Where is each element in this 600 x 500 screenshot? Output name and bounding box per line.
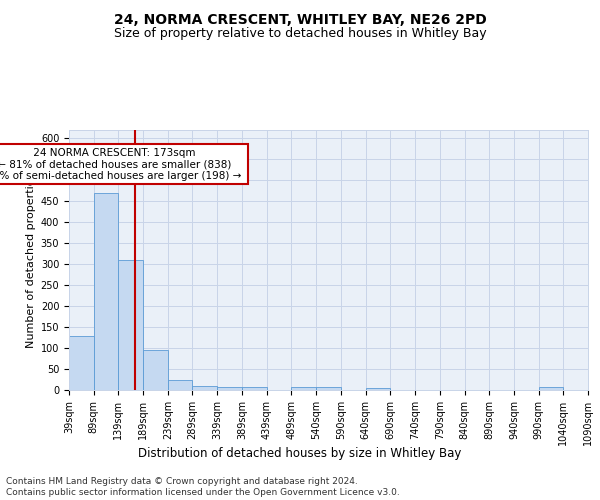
Text: Distribution of detached houses by size in Whitley Bay: Distribution of detached houses by size … bbox=[139, 448, 461, 460]
Text: 24 NORMA CRESCENT: 173sqm 
 ← 81% of detached houses are smaller (838) 
 19% of : 24 NORMA CRESCENT: 173sqm ← 81% of detac… bbox=[0, 148, 245, 181]
Text: Contains HM Land Registry data © Crown copyright and database right 2024.
Contai: Contains HM Land Registry data © Crown c… bbox=[6, 478, 400, 497]
Bar bbox=[69, 336, 94, 390]
Bar bbox=[366, 388, 391, 390]
Bar bbox=[242, 388, 266, 390]
Bar bbox=[217, 388, 242, 390]
Y-axis label: Number of detached properties: Number of detached properties bbox=[26, 172, 37, 348]
Bar bbox=[168, 380, 193, 390]
Bar bbox=[291, 387, 316, 390]
Bar bbox=[193, 386, 217, 390]
Text: 24, NORMA CRESCENT, WHITLEY BAY, NE26 2PD: 24, NORMA CRESCENT, WHITLEY BAY, NE26 2P… bbox=[113, 12, 487, 26]
Text: Size of property relative to detached houses in Whitley Bay: Size of property relative to detached ho… bbox=[113, 28, 487, 40]
Bar bbox=[539, 388, 563, 390]
Bar bbox=[143, 350, 168, 390]
Bar bbox=[94, 193, 118, 390]
Bar bbox=[316, 387, 341, 390]
Bar bbox=[118, 260, 143, 390]
